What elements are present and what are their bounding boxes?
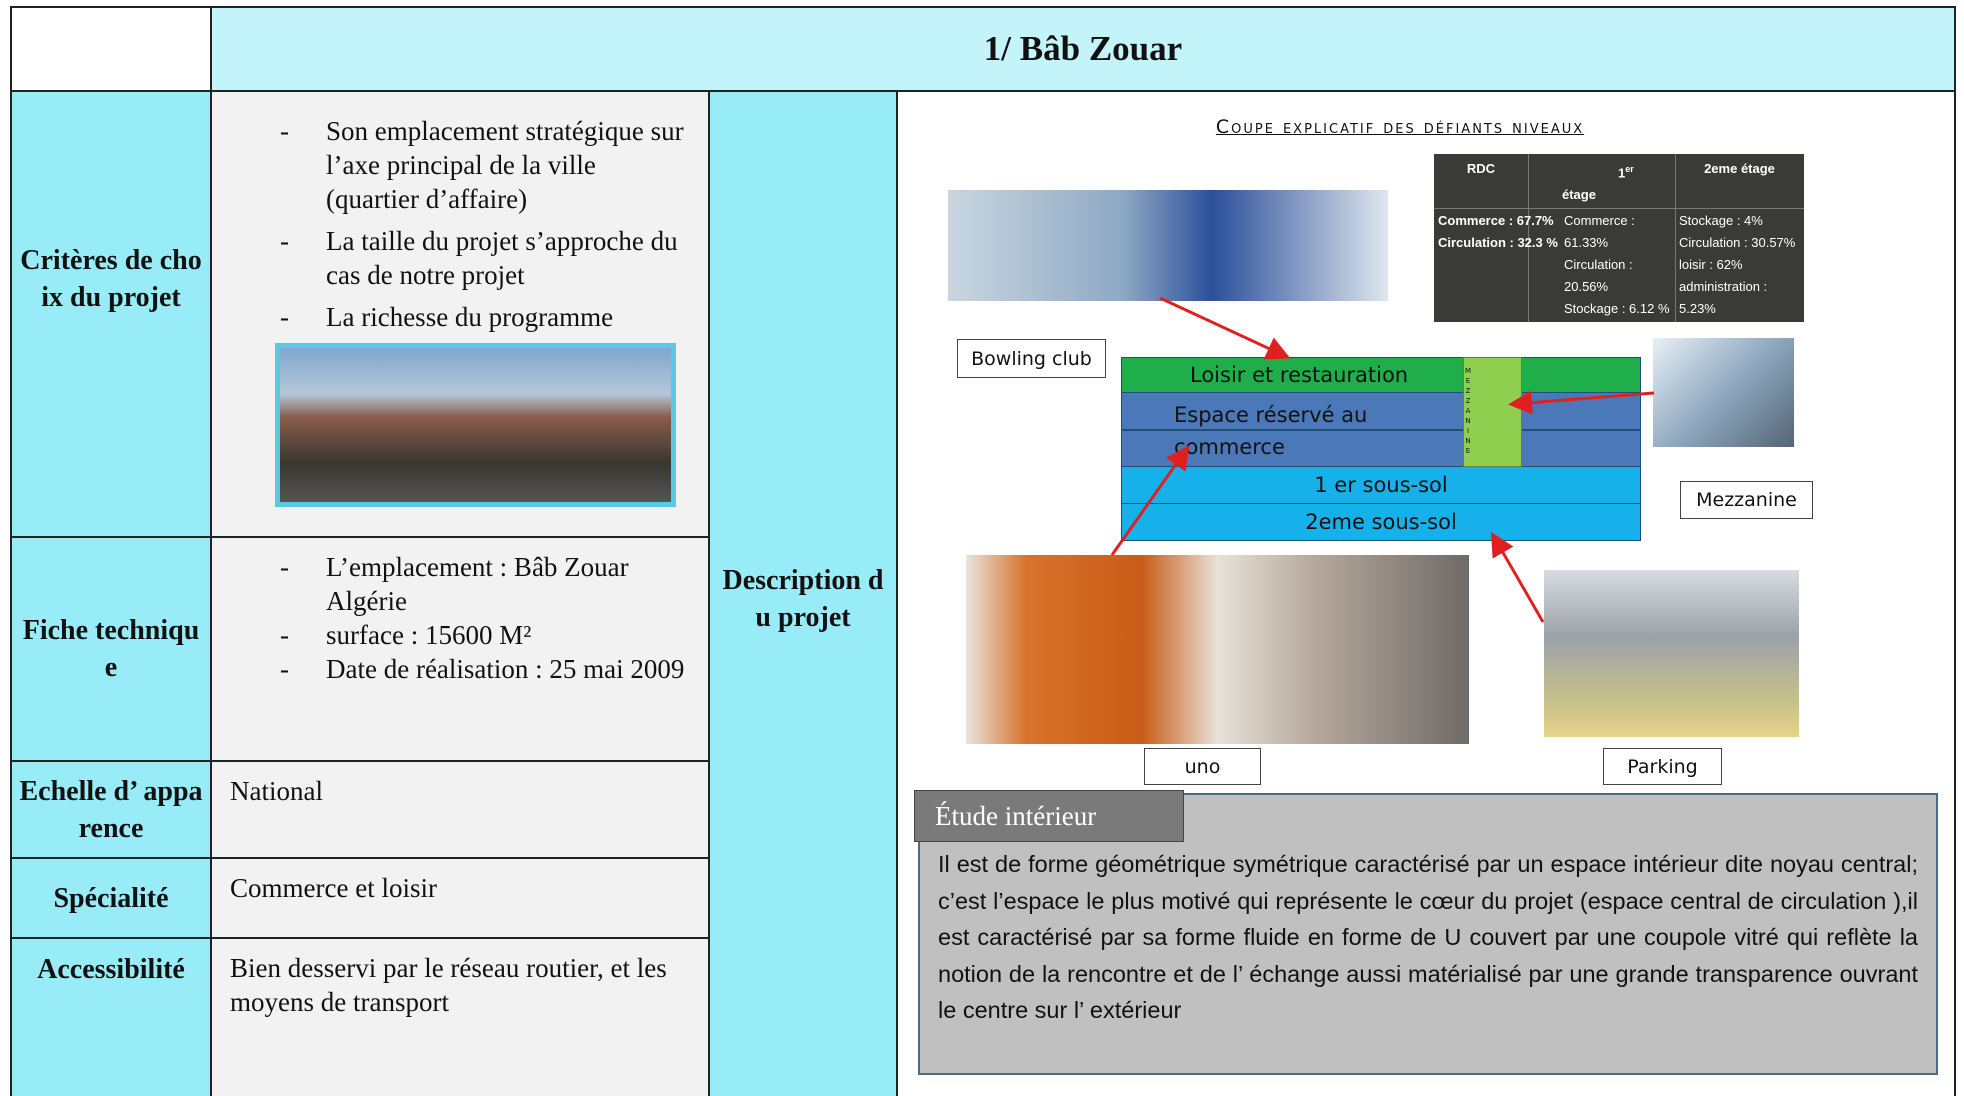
row-label: Spécialité: [10, 857, 212, 939]
description-label: Description du projet: [708, 90, 898, 1096]
row-content: Son emplacement stratégique sur l’axe pr…: [210, 90, 710, 538]
bowling-photo: [948, 190, 1388, 301]
bullet: La richesse du programme: [212, 300, 688, 334]
row-label: Echelle d’ apparence: [10, 760, 212, 859]
table-header: 1er étage: [1562, 158, 1634, 206]
table-column: Commerce : 67.7% Circulation : 32.3 %: [1438, 210, 1558, 254]
table-cell: Circulation :: [1564, 257, 1633, 272]
level-block: Loisir et restauration: [1121, 357, 1641, 393]
table-cell: Commerce : 67.7%: [1438, 213, 1554, 228]
row-content: National: [210, 760, 710, 859]
table-cell: loisir : 62%: [1679, 257, 1743, 272]
photo-label: uno: [1144, 748, 1261, 785]
photo-label: Mezzanine: [1680, 481, 1813, 519]
table-cell: Stockage : 4%: [1679, 213, 1763, 228]
table-header: 2eme étage: [1704, 161, 1775, 176]
parking-photo: [1544, 570, 1799, 737]
level-block: 1 er sous-sol: [1121, 466, 1641, 504]
table-column: Stockage : 4% Circulation : 30.57% loisir …: [1679, 210, 1795, 320]
table-cell: Circulation : 30.57%: [1679, 235, 1796, 250]
bullet: L’emplacement : Bâb Zouar Algérie: [212, 550, 688, 618]
photo-label: Parking: [1603, 748, 1722, 785]
table-cell: Commerce :: [1564, 213, 1635, 228]
table-cell: 5.23%: [1679, 301, 1716, 316]
photo-label: Bowling club: [957, 339, 1106, 378]
table-cell: Stockage : 6.12 %: [1564, 301, 1670, 316]
bullet-list: L’emplacement : Bâb Zouar Algérie surfac…: [212, 550, 688, 686]
table-header: 1: [1618, 165, 1626, 181]
table-cell: 20.56%: [1564, 279, 1609, 294]
table-header: étage: [1562, 187, 1596, 203]
table-cell: administration :: [1679, 279, 1768, 294]
level-block: 2eme sous-sol: [1121, 503, 1641, 541]
bullet: surface : 15600 M²: [212, 618, 688, 652]
row-label: Accessibilité: [10, 937, 212, 1096]
arrow: [1508, 390, 1655, 415]
study-tab: Étude intérieur: [914, 790, 1184, 842]
diagram-title: Coupe explicatif des défiants niveaux: [1215, 116, 1585, 138]
row-content: Bien desservi par le réseau routier, et …: [210, 937, 710, 1096]
table-column: Commerce : 61.33% Circulation : 20.56% Stock…: [1564, 210, 1670, 320]
project-photo: [275, 343, 676, 507]
table-cell: 61.33%: [1564, 235, 1609, 250]
bullet-list: Son emplacement stratégique sur l’axe pr…: [212, 114, 688, 334]
levels-table: RDC 1er étage 2eme étage Commerce : 67.7%…: [1434, 154, 1804, 322]
table-header: er: [1625, 164, 1634, 174]
mezzanine-photo: [1653, 338, 1794, 447]
table-header: RDC: [1466, 161, 1496, 176]
arrow: [1110, 445, 1190, 556]
bullet: Date de réalisation : 25 mai 2009: [212, 652, 688, 686]
study-text: Il est de forme géométrique symétrique c…: [938, 851, 1918, 1023]
arrow: [1491, 531, 1545, 623]
bullet: La taille du projet s’approche du cas de…: [212, 224, 688, 292]
row-content: L’emplacement : Bâb Zouar Algérie surfac…: [210, 536, 710, 762]
uno-photo: [966, 555, 1469, 744]
arrow: [1159, 296, 1291, 360]
table-cell: Circulation : 32.3 %: [1438, 235, 1558, 250]
bullet: Son emplacement stratégique sur l’axe pr…: [212, 114, 688, 216]
